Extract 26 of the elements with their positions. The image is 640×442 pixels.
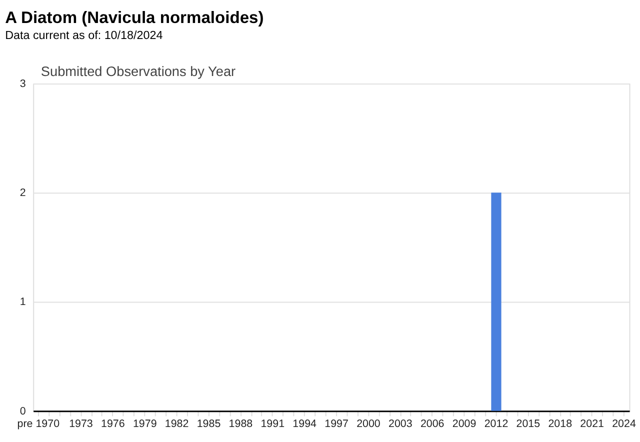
x-tick-label: 1976 (101, 418, 125, 430)
x-tick-label: 1988 (228, 418, 253, 430)
text: Submitted Observations by Year (40, 64, 236, 79)
x-tick-label: 2009 (452, 418, 476, 430)
x-tick-label: 1994 (292, 418, 317, 430)
x-tick-label: 2021 (580, 418, 604, 430)
x-tick-label: 2012 (484, 418, 508, 430)
x-tick-label: 2024 (612, 418, 636, 430)
x-tick-label: 2015 (516, 418, 540, 430)
x-tick-label: 2003 (388, 418, 412, 430)
x-tick-label: 2006 (420, 418, 444, 430)
x-tick-label: 2000 (356, 418, 380, 430)
x-tick-label: 1991 (260, 418, 285, 430)
chart-title: A Diatom (Navicula normaloides) (5, 8, 264, 28)
x-tick-label: 1979 (132, 418, 157, 430)
y-tick-label: 2 (20, 187, 26, 200)
y-tick-label: 0 (20, 405, 26, 418)
x-tick-label: 1997 (324, 418, 348, 430)
x-tick-label: 1973 (69, 418, 93, 430)
x-tick-label: 1982 (164, 418, 189, 430)
x-tick-label: 2018 (548, 418, 572, 430)
y-tick-label: 1 (20, 296, 26, 308)
y-tick-label: 3 (20, 78, 26, 90)
chart-subtitle: Data current as of: 10/18/2024 (5, 28, 164, 42)
x-tick-label: 1985 (196, 418, 221, 430)
x-tick-label: pre 1970 (17, 418, 60, 430)
